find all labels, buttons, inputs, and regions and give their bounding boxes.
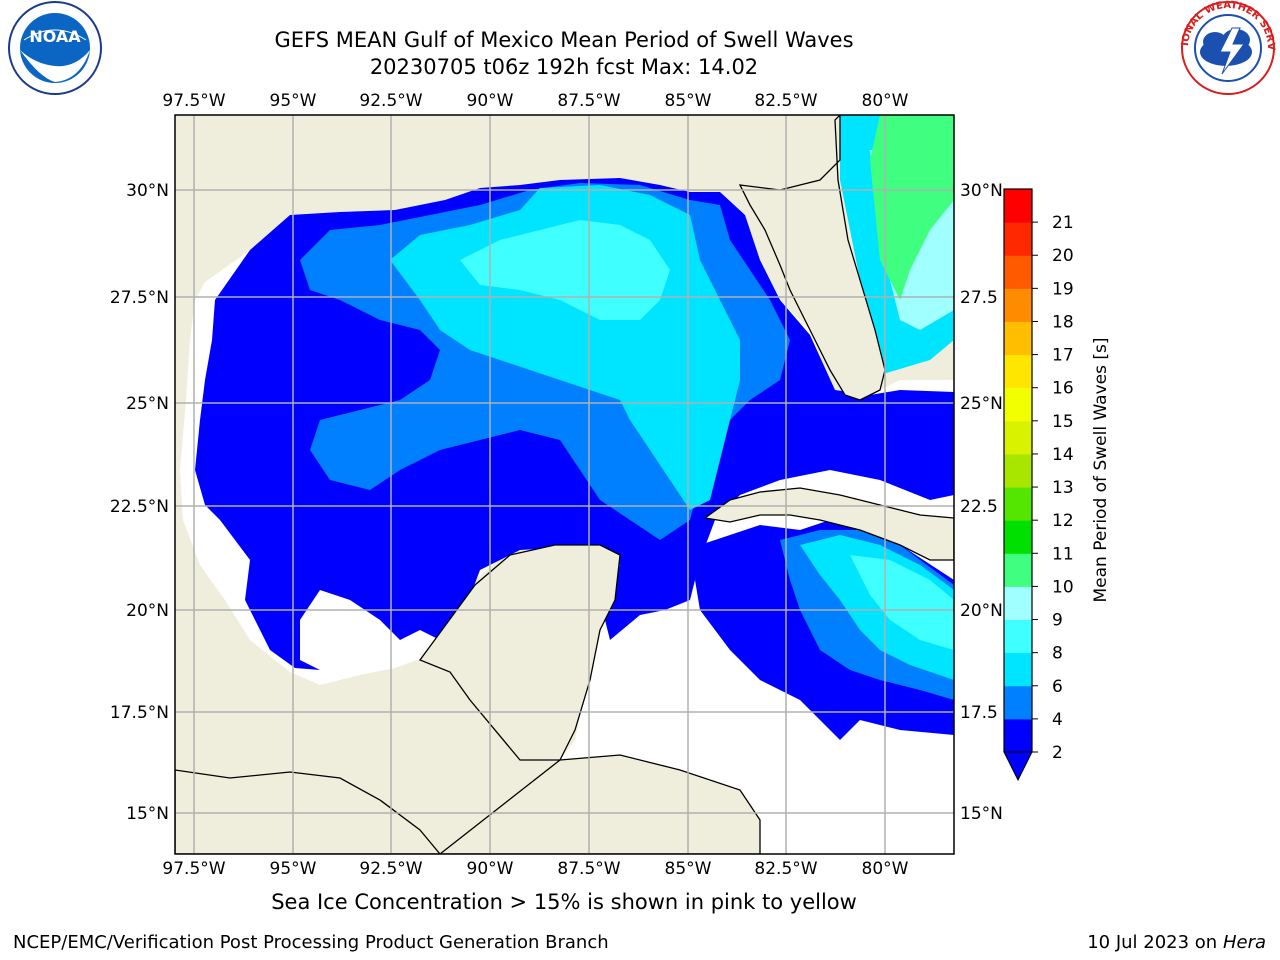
colorbar-tick-label: 11 (1052, 544, 1074, 564)
atlantic-band-9-10 (870, 115, 954, 300)
colorbar-swatch (1004, 321, 1032, 356)
colorbar-tick-label: 18 (1052, 312, 1074, 332)
lon-label-top: 90°W (467, 91, 514, 111)
lat-label-left: 17.5°N (110, 703, 169, 723)
colorbar-swatch (1004, 222, 1032, 256)
lon-label-bottom: 92.5°W (359, 859, 422, 879)
lon-label-top: 95°W (270, 91, 317, 111)
noaa-logo: NOAA (8, 1, 102, 95)
footer-date-text: 10 Jul 2023 on (1087, 932, 1223, 953)
colorbar-tick-label: 2 (1052, 743, 1063, 763)
colorbar-tick-label: 10 (1052, 577, 1074, 597)
lon-labels-bottom: 97.5°W 95°W 92.5°W 90°W 87.5°W 85°W 82.5… (162, 859, 908, 879)
sea-ice-caption: Sea Ice Concentration > 15% is shown in … (271, 890, 857, 914)
graticule (175, 115, 954, 854)
colorbar-tick-label: 19 (1052, 279, 1074, 299)
lon-label-bottom: 85°W (665, 859, 712, 879)
central-america-land (175, 754, 761, 854)
colorbar-swatch (1004, 718, 1032, 753)
lat-label-left: 25°N (126, 394, 169, 414)
colorbar-tick-label: 15 (1052, 412, 1074, 432)
lat-labels-left: 30°N 27.5°N 25°N 22.5°N 20°N 17.5°N 15°N (110, 181, 169, 824)
title-line-1: GEFS MEAN Gulf of Mexico Mean Period of … (274, 28, 854, 52)
colorbar-tick-label: 4 (1052, 710, 1063, 730)
colorbar-swatch (1004, 255, 1032, 289)
colorbar-tick-label: 6 (1052, 677, 1063, 697)
colorbar-tick-label: 12 (1052, 511, 1074, 531)
lat-label-right: 30°N (960, 181, 1003, 201)
lat-label-left: 22.5°N (110, 497, 169, 517)
lon-label-top: 97.5°W (162, 91, 225, 111)
colorbar-swatch (1004, 520, 1032, 554)
lat-label-left: 27.5°N (110, 288, 169, 308)
colorbar-swatch (1004, 553, 1032, 587)
colorbar-swatches (1004, 189, 1032, 753)
title-line-2: 20230705 t06z 192h fcst Max: 14.02 (369, 55, 759, 79)
colorbar-extend-arrow (1003, 751, 1033, 782)
lon-label-top: 80°W (862, 91, 909, 111)
lon-label-bottom: 82.5°W (754, 859, 817, 879)
colorbar-tick-label: 17 (1052, 346, 1074, 366)
colorbar-ticks: 2 4 6 8 9 10 11 12 13 14 15 16 17 18 19 20 21 (1032, 213, 1074, 763)
lat-label-right: 22.5 (960, 497, 998, 517)
lon-label-top: 92.5°W (359, 91, 422, 111)
map-frame (174, 114, 955, 855)
lon-label-bottom: 90°W (467, 859, 514, 879)
lon-labels-top: 97.5°W 95°W 92.5°W 90°W 87.5°W 85°W 82.5… (162, 91, 908, 111)
colorbar-swatch (1004, 487, 1032, 521)
colorbar: 2 4 6 8 9 10 11 12 13 14 15 16 17 18 19 20 21 Mean Perio… (1003, 188, 1111, 782)
colorbar-swatch (1004, 619, 1032, 654)
colorbar-tick-label: 9 (1052, 611, 1063, 631)
lat-label-right: 17.5 (960, 703, 998, 723)
noaa-logo-text: NOAA (29, 27, 81, 46)
lat-label-left: 30°N (126, 181, 169, 201)
lon-label-bottom: 97.5°W (162, 859, 225, 879)
lat-labels-right: 30°N 27.5 25°N 22.5 20°N 17.5 15°N (960, 181, 1003, 824)
colorbar-swatch (1004, 354, 1032, 389)
swell-band-8-9 (460, 220, 670, 320)
colorbar-swatch (1004, 189, 1032, 223)
swell-field (175, 115, 954, 854)
lat-label-right: 25°N (960, 394, 1003, 414)
lon-label-top: 87.5°W (557, 91, 620, 111)
colorbar-tick-label: 14 (1052, 445, 1074, 465)
lat-label-right: 27.5 (960, 288, 998, 308)
lat-label-left: 15°N (126, 804, 169, 824)
colorbar-frame (1003, 188, 1033, 753)
colorbar-tick-label: 8 (1052, 644, 1063, 664)
lat-label-right: 15°N (960, 804, 1003, 824)
colorbar-swatch (1004, 453, 1032, 488)
lon-label-bottom: 80°W (862, 859, 909, 879)
colorbar-label: Mean Period of Swell Waves [s] (1091, 338, 1111, 603)
colorbar-tick-label: 13 (1052, 478, 1074, 498)
footer-host: Hera (1222, 932, 1266, 953)
caribbean-band-6-8 (800, 535, 954, 680)
florida-land (738, 115, 886, 401)
colorbar-swatch (1004, 685, 1032, 720)
colorbar-swatch (1004, 288, 1032, 322)
lon-label-top: 82.5°W (754, 91, 817, 111)
lon-label-bottom: 87.5°W (557, 859, 620, 879)
map-panel: 97.5°W 95°W 92.5°W 90°W 87.5°W 85°W 82.5… (110, 91, 1003, 879)
lon-label-bottom: 95°W (270, 859, 317, 879)
colorbar-swatch (1004, 586, 1032, 621)
colorbar-tick-label: 20 (1052, 246, 1074, 266)
colorbar-swatch (1004, 652, 1032, 687)
colorbar-swatch (1004, 420, 1032, 455)
lat-label-left: 20°N (126, 601, 169, 621)
lon-label-top: 85°W (665, 91, 712, 111)
colorbar-tick-label: 21 (1052, 213, 1074, 233)
colorbar-swatch (1004, 387, 1032, 422)
lat-label-right: 20°N (960, 601, 1003, 621)
caribbean-band-8-9 (850, 555, 954, 650)
colorbar-tick-label: 16 (1052, 379, 1074, 399)
footer-date: 10 Jul 2023 on Hera (1087, 932, 1266, 953)
footer-credit: NCEP/EMC/Verification Post Processing Pr… (13, 932, 609, 953)
